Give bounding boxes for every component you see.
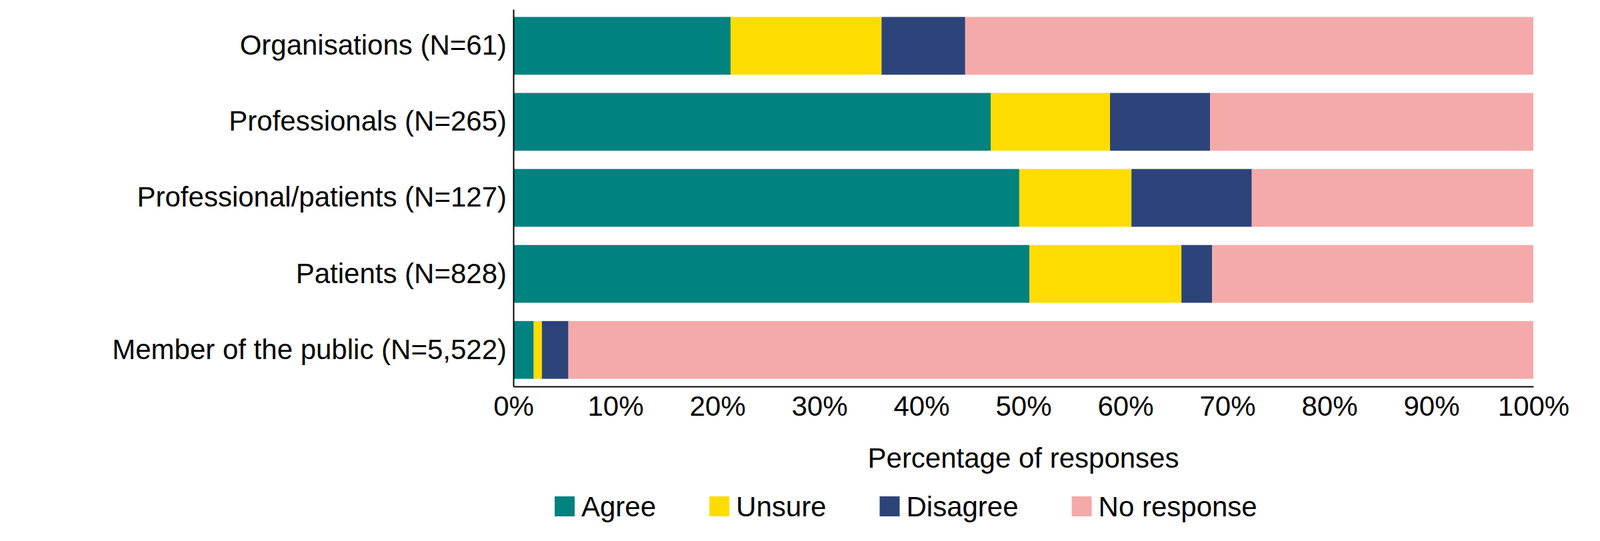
tick: 80% xyxy=(1301,386,1358,422)
tick-label: 80% xyxy=(1301,390,1358,422)
y-axis-line xyxy=(513,10,515,388)
bar xyxy=(513,245,1030,304)
y-axis: Organisations (N=61) Professionals (N=265… xyxy=(112,10,514,388)
bar xyxy=(990,93,1110,152)
tick: 20% xyxy=(689,386,746,422)
series xyxy=(568,16,1534,379)
tick-label: 70% xyxy=(1199,390,1256,422)
tick-label: 90% xyxy=(1403,390,1460,422)
tick-label: 40% xyxy=(893,390,950,422)
tick-label: 10% xyxy=(587,390,644,422)
tick: Organisations (N=61) xyxy=(240,29,514,61)
category-label: Professional/patients (N=127) xyxy=(137,181,507,213)
legend-swatch xyxy=(1072,496,1092,517)
tick: Professionals (N=265) xyxy=(228,105,514,137)
legend-item: Disagree xyxy=(879,491,1018,523)
chart: 0% 10% 20% 30% 40% 50% 60% 70% 80% 90% 100% Organis… xyxy=(0,0,1600,541)
tick: 70% xyxy=(1199,386,1256,422)
tick: Patients (N=828) xyxy=(296,258,514,290)
bar xyxy=(730,16,882,75)
tick-label: 60% xyxy=(1097,390,1154,422)
tick: 10% xyxy=(587,386,644,422)
tick: 40% xyxy=(893,386,950,422)
bar xyxy=(513,321,534,380)
tick: 60% xyxy=(1097,386,1154,422)
bar xyxy=(1212,245,1534,304)
bar xyxy=(1210,93,1534,152)
bar xyxy=(1029,245,1182,304)
tick-label: 20% xyxy=(689,390,746,422)
axis-title: Percentage of responses xyxy=(868,442,1180,474)
bar xyxy=(965,16,1534,75)
x-axis-line xyxy=(514,386,1534,388)
legend-label: Disagree xyxy=(906,491,1018,523)
tick-label: 50% xyxy=(995,390,1052,422)
bars xyxy=(513,16,1534,379)
tick: Member of the public (N=5,522) xyxy=(112,334,514,366)
legend-label: Unsure xyxy=(736,491,826,523)
legend: Agree Unsure Disagree No response xyxy=(554,491,1258,523)
bar xyxy=(1019,169,1132,228)
legend-label: No response xyxy=(1098,491,1258,523)
category-label: Professionals (N=265) xyxy=(228,105,507,137)
legend-swatch xyxy=(554,496,575,517)
tick: 50% xyxy=(995,386,1052,422)
bar xyxy=(513,169,1020,228)
category-label: Member of the public (N=5,522) xyxy=(112,334,507,366)
legend-swatch xyxy=(879,496,900,517)
tick: 100% xyxy=(1498,386,1570,422)
legend-item: No response xyxy=(1072,491,1258,523)
tick: 0% xyxy=(493,386,534,422)
tick-label: 30% xyxy=(791,390,848,422)
bar xyxy=(1110,93,1210,152)
tick: 30% xyxy=(791,386,848,422)
bar xyxy=(1131,169,1252,228)
bar xyxy=(1181,245,1212,304)
tick-label: 0% xyxy=(493,390,534,422)
plot: 0% 10% 20% 30% 40% 50% 60% 70% 80% 90% 100% Organis… xyxy=(112,10,1570,422)
category-label: Organisations (N=61) xyxy=(240,29,507,61)
legend-label: Agree xyxy=(581,491,656,523)
category-label: Patients (N=828) xyxy=(296,258,507,290)
tick-label: 100% xyxy=(1498,390,1570,422)
bar xyxy=(1252,169,1534,228)
legend-swatch xyxy=(709,496,730,517)
x-axis: 0% 10% 20% 30% 40% 50% 60% 70% 80% 90% 100% xyxy=(493,386,1570,422)
bar xyxy=(534,321,542,380)
tick: 90% xyxy=(1403,386,1460,422)
bar xyxy=(568,321,1534,380)
bar xyxy=(881,16,965,75)
bar xyxy=(513,93,991,152)
legend-item: Agree xyxy=(554,491,656,523)
bar xyxy=(542,321,569,380)
tick: Professional/patients (N=127) xyxy=(137,181,514,213)
legend-item: Unsure xyxy=(709,491,826,523)
bar xyxy=(513,16,731,75)
